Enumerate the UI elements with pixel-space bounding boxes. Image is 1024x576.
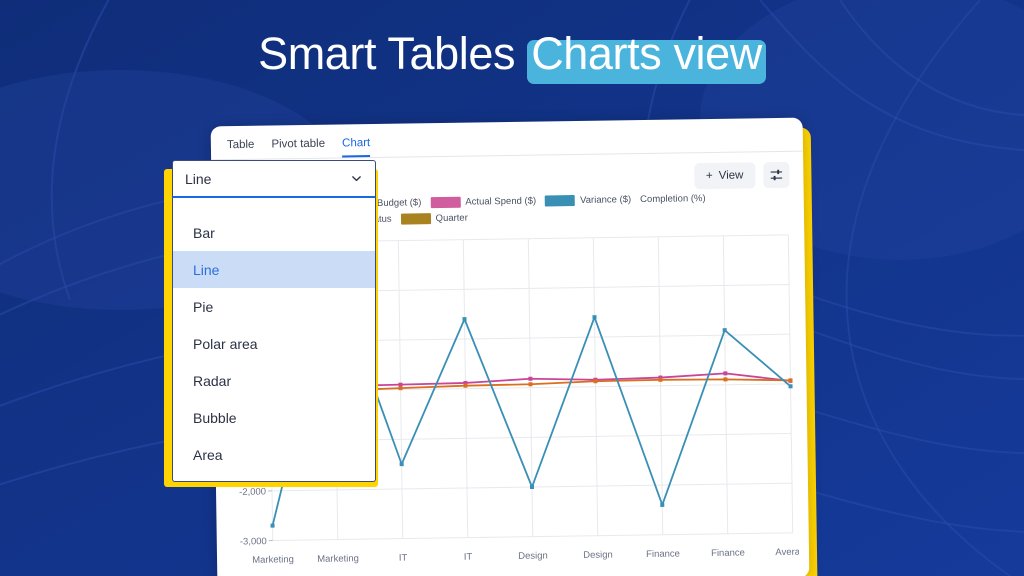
chart-type-option-bar[interactable]: Bar [193, 224, 215, 241]
svg-text:Marketing: Marketing [252, 554, 294, 566]
chart-type-value: Line [185, 170, 212, 187]
add-view-button[interactable]: + View [693, 162, 756, 190]
tab-table[interactable]: Table [226, 138, 255, 152]
add-view-label: View [718, 169, 744, 182]
legend-swatch [400, 213, 431, 225]
svg-text:-2,000: -2,000 [239, 486, 266, 497]
chart-type-option-line[interactable]: Line [173, 251, 375, 288]
chart-type-option-radar[interactable]: Radar [193, 372, 232, 389]
chart-type-option-pie[interactable]: Pie [193, 298, 214, 315]
tab-pivot-table[interactable]: Pivot table [271, 137, 326, 151]
svg-text:Finance: Finance [646, 549, 680, 561]
chart-x-axis-labels: Marketing Marketing IT IT Design Design Financ… [252, 547, 799, 566]
chart-type-dropdown: Line Bar Line Pie Polar area Radar Bubbl… [164, 160, 386, 487]
svg-text:-3,000: -3,000 [240, 536, 267, 547]
chart-type-select[interactable]: Line [172, 160, 376, 198]
legend-item[interactable]: Quarter [400, 212, 468, 225]
svg-text:Marketing: Marketing [317, 553, 359, 565]
svg-text:Design: Design [583, 549, 613, 560]
page-title-plain: Smart Tables [258, 28, 528, 79]
chart-y-axis-labels: -2,000 -3,000 [239, 486, 267, 547]
sliders-icon [770, 169, 783, 181]
plus-icon: + [705, 169, 713, 183]
legend-label: Quarter [435, 212, 468, 225]
svg-text:Average: Average [775, 547, 799, 559]
chart-type-option-list: Bar Line Pie Polar area Radar Bubble Are… [172, 198, 376, 482]
chevron-down-icon [352, 176, 361, 182]
chart-type-option-polar-area[interactable]: Polar area [193, 335, 258, 352]
chart-settings-button[interactable] [763, 161, 790, 189]
page-title-highlight: Charts view [527, 28, 766, 84]
svg-text:IT: IT [399, 553, 408, 564]
chart-type-option-bubble[interactable]: Bubble [193, 409, 237, 426]
chart-type-option-area[interactable]: Area [193, 446, 223, 463]
svg-text:Finance: Finance [711, 548, 745, 560]
svg-text:IT: IT [464, 552, 473, 563]
svg-text:Design: Design [518, 550, 548, 561]
page-title: Smart Tables Charts view [0, 28, 1024, 84]
chart-toolbar: + View [211, 152, 804, 207]
tab-chart[interactable]: Chart [342, 137, 371, 158]
